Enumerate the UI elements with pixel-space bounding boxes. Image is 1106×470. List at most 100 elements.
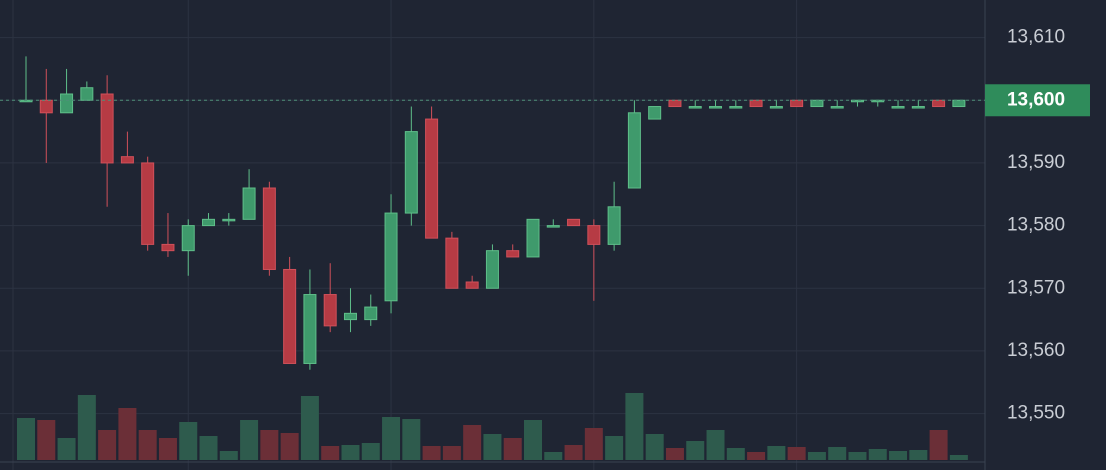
volume-bar (341, 445, 360, 460)
volume-bar (767, 446, 786, 460)
volume-bar (686, 441, 705, 460)
volume-bar (300, 396, 319, 460)
volume-bar (503, 438, 522, 460)
volume-bar (909, 450, 928, 460)
volume-bar (889, 451, 908, 460)
volume-bar (665, 448, 684, 460)
volume-bar (77, 395, 96, 460)
candle-body (141, 162, 155, 245)
volume-bar (605, 436, 624, 460)
volume-bar (179, 422, 198, 460)
last-price-box (985, 84, 1090, 117)
y-tick-label: 13,550 (1007, 403, 1065, 424)
candle-body (587, 225, 601, 245)
volume-bar (158, 438, 177, 460)
candle-body (242, 187, 256, 220)
candle-body (932, 99, 946, 108)
candle-body (222, 218, 236, 222)
volume-bar (726, 448, 745, 460)
volume-bar (929, 430, 948, 460)
volume-bar (868, 449, 887, 460)
volume-bar (240, 420, 259, 460)
candle-body (526, 218, 540, 258)
y-tick-label: 13,560 (1007, 340, 1065, 361)
candle-body (445, 237, 459, 289)
volume-bar (584, 428, 603, 460)
candle-body (80, 87, 94, 101)
candle-body (850, 99, 864, 103)
volume-bar (848, 452, 867, 460)
volume-bar (564, 445, 583, 460)
candle-body (506, 250, 520, 258)
candle-body (100, 93, 114, 164)
candle-body (60, 93, 74, 114)
volume-bar (118, 408, 137, 460)
candle-body (262, 187, 276, 270)
candle-body (465, 281, 479, 289)
candle-body (364, 306, 378, 321)
candle-body (384, 212, 398, 302)
volume-bar (787, 447, 806, 460)
candle-body (952, 99, 966, 108)
candle-body (891, 106, 905, 109)
candle-body (161, 243, 175, 252)
volume-bar (57, 438, 76, 460)
candle-body (709, 106, 723, 109)
candle-body (202, 218, 216, 227)
candle-body (790, 99, 804, 108)
candle-body (627, 112, 641, 189)
candle-body (830, 106, 844, 109)
candle-body (323, 294, 337, 327)
candle-body (485, 250, 499, 289)
y-tick-label: 13,580 (1007, 215, 1065, 236)
volume-bar (402, 419, 421, 460)
volume-bar (17, 418, 35, 460)
volume-bar (361, 443, 380, 460)
candle-body (404, 131, 418, 214)
volume-bar (382, 417, 401, 460)
candle-body (567, 218, 581, 227)
volume-bar (483, 434, 502, 460)
volume-bar (199, 436, 218, 460)
volume-bar (98, 430, 117, 460)
candle-body (688, 106, 702, 109)
volume-bar (747, 452, 766, 460)
candle-body (283, 268, 297, 364)
candle-body (911, 106, 925, 109)
volume-bar (625, 393, 644, 460)
candle-body (120, 156, 134, 164)
volume-bar (706, 430, 725, 460)
last-price-label: 13,600 (1007, 89, 1065, 110)
volume-bar (645, 434, 664, 460)
y-tick-label: 13,610 (1007, 27, 1065, 48)
volume-bar (260, 430, 279, 460)
volume-bar (422, 446, 441, 460)
volume-bar (828, 447, 847, 460)
y-tick-label: 13,590 (1007, 152, 1065, 173)
candle-body (668, 99, 682, 108)
candle-body (181, 225, 195, 252)
candle-body (648, 106, 662, 120)
volume-bar (321, 446, 340, 460)
candle-body (39, 99, 53, 114)
y-tick-label: 13,570 (1007, 277, 1065, 298)
candle-body (729, 106, 743, 109)
volume-bar (37, 420, 56, 460)
candle-body (546, 225, 560, 228)
volume-bar (442, 446, 461, 460)
volume-bar (807, 452, 826, 460)
candle-body (749, 99, 763, 108)
volume-bar (138, 430, 157, 460)
volume-bar (219, 451, 238, 460)
candle-body (607, 206, 621, 245)
volume-bar (280, 433, 299, 460)
candle-body (343, 312, 357, 321)
volume-bar (949, 455, 968, 460)
candle-body (425, 118, 439, 239)
volume-bar (524, 420, 542, 460)
candle-body (303, 294, 317, 364)
volume-bar (463, 425, 482, 460)
volume-bar (544, 452, 563, 460)
